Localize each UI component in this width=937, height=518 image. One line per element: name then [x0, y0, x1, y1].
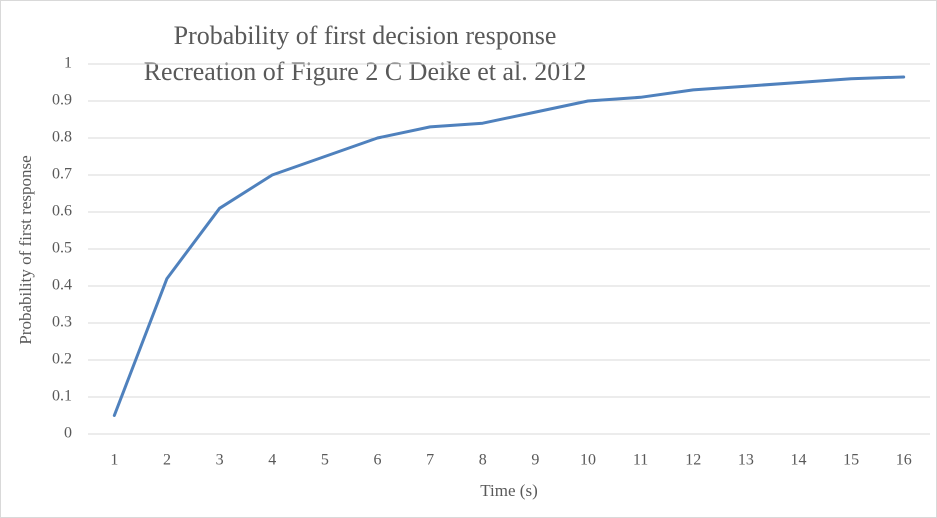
y-tick-label: 0.4 — [52, 277, 72, 294]
y-axis-title: Probability of first response — [16, 155, 35, 344]
x-tick-label: 13 — [738, 452, 754, 469]
x-tick-label: 3 — [216, 452, 224, 469]
chart-subtitle: Recreation of Figure 2 C Deike et al. 20… — [144, 57, 587, 86]
y-tick-label: 0.6 — [52, 203, 72, 220]
x-tick-label: 4 — [268, 452, 276, 469]
y-tick-label: 0.8 — [52, 129, 72, 146]
y-tick-label: 0.1 — [52, 388, 72, 405]
x-tick-label: 8 — [479, 452, 487, 469]
x-tick-label: 7 — [426, 452, 434, 469]
data-line — [112, 75, 906, 417]
x-tick-label: 5 — [321, 452, 329, 469]
x-tick-label: 9 — [531, 452, 539, 469]
y-tick-label: 0.9 — [52, 92, 72, 109]
x-tick-label: 6 — [373, 452, 381, 469]
x-tick-label: 15 — [843, 452, 859, 469]
x-tick-label: 1 — [110, 452, 118, 469]
x-tick-label: 2 — [163, 452, 171, 469]
x-tick-label: 11 — [633, 452, 648, 469]
x-axis-title: Time (s) — [480, 481, 537, 500]
y-tick-label: 0.3 — [52, 314, 72, 331]
y-tick-label: 0.2 — [52, 351, 72, 368]
x-tick-label: 12 — [685, 452, 701, 469]
chart-title: Probability of first decision response — [174, 21, 557, 50]
y-tick-label: 0 — [64, 425, 72, 442]
y-tick-label: 1 — [64, 55, 72, 72]
y-tick-label: 0.7 — [52, 166, 72, 183]
x-tick-label: 10 — [580, 452, 596, 469]
y-tick-label: 0.5 — [52, 240, 72, 257]
x-tick-label: 14 — [790, 452, 806, 469]
x-tick-label: 16 — [896, 452, 912, 469]
